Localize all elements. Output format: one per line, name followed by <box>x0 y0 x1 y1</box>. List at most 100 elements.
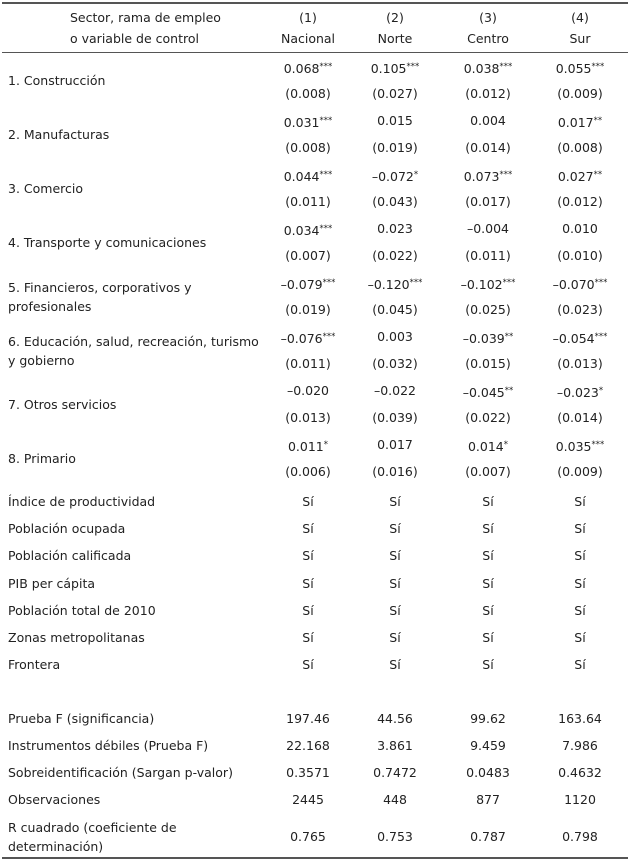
significance-stars: * <box>598 386 604 396</box>
coef-value: 0.073 <box>463 169 500 184</box>
bottom-rule <box>2 857 628 859</box>
control-value: Sí <box>574 657 586 673</box>
column-number: (2) <box>386 10 404 25</box>
coef-value: 0.055 <box>555 61 592 76</box>
control-value: Sí <box>574 575 586 591</box>
std-error: (0.009) <box>557 464 603 479</box>
control-label: Población ocupada <box>8 521 126 537</box>
significance-stars: *** <box>319 116 333 126</box>
coefficient: –0.072* <box>340 167 450 185</box>
coef-value: 0.015 <box>377 113 413 128</box>
significance-stars: *** <box>594 332 608 342</box>
coefficient: 0.017** <box>525 113 630 131</box>
std-error: (0.010) <box>557 248 603 263</box>
coefficient: 0.017 <box>340 437 450 453</box>
header-rule <box>2 52 628 53</box>
std-error: (0.017) <box>465 194 511 209</box>
significance-stars: * <box>323 440 329 450</box>
stat-label: R cuadrado (coeficiente de <box>8 820 177 835</box>
stat-label: Instrumentos débiles (Prueba F) <box>8 738 209 753</box>
control-value: Sí <box>574 548 586 564</box>
row-label: 4. Transporte y comunicaciones <box>8 234 207 250</box>
std-error: (0.019) <box>372 140 418 155</box>
coefficient: –0.004 <box>433 221 543 237</box>
coef-value: 0.038 <box>463 61 500 76</box>
coef-value: 0.044 <box>283 169 320 184</box>
coefficient: 0.035*** <box>525 437 630 455</box>
column-number: (4) <box>571 10 589 25</box>
column-number: (3) <box>479 10 497 25</box>
coefficient: –0.022 <box>340 383 450 399</box>
std-error: (0.008) <box>285 86 331 101</box>
stat-value: 1120 <box>564 792 596 807</box>
stat-value: 163.64 <box>558 711 602 726</box>
stat-value: 448 <box>383 792 407 807</box>
stat-label: Sobreidentificación (Sargan p-valor) <box>8 765 233 780</box>
coef-value: 0.014 <box>467 439 504 454</box>
column-name: Norte <box>377 31 413 46</box>
control-value: Sí <box>389 548 401 564</box>
control-value: Sí <box>482 494 494 509</box>
control-value: Sí <box>482 548 494 564</box>
control-value: Sí <box>302 602 314 618</box>
stat-value: 0.798 <box>562 829 598 844</box>
std-error: (0.039) <box>372 410 418 425</box>
stat-value: 7.986 <box>562 738 598 753</box>
control-value: Sí <box>482 657 494 673</box>
control-value: Sí <box>482 521 494 537</box>
significance-stars: ** <box>593 170 603 180</box>
stat-value: 197.46 <box>286 711 330 726</box>
significance-stars: * <box>413 170 419 180</box>
stat-value: 0.4632 <box>558 765 602 780</box>
stat-value: 0.765 <box>290 829 326 844</box>
row-label: profesionales <box>8 298 92 314</box>
coefficient: –0.076*** <box>253 329 363 347</box>
coefficient: 0.034*** <box>253 221 363 239</box>
std-error: (0.019) <box>285 302 331 317</box>
stat-value: 9.459 <box>470 738 506 753</box>
control-label: Índice de productividad <box>8 494 156 509</box>
coefficient: –0.079*** <box>253 275 363 293</box>
column-name: Nacional <box>280 31 336 46</box>
coefficient: 0.105*** <box>340 59 450 77</box>
std-error: (0.008) <box>557 140 603 155</box>
column-number: (1) <box>299 10 317 25</box>
coefficient: –0.020 <box>253 383 363 399</box>
significance-stars: *** <box>406 62 420 72</box>
coefficient: –0.054*** <box>525 329 630 347</box>
std-error: (0.006) <box>285 464 331 479</box>
coef-value: 0.105 <box>370 61 407 76</box>
control-value: Sí <box>302 494 314 509</box>
std-error: (0.014) <box>465 140 511 155</box>
control-value: Sí <box>389 657 401 673</box>
stat-value: 0.0483 <box>466 765 510 780</box>
significance-stars: ** <box>504 386 514 396</box>
std-error: (0.013) <box>557 356 603 371</box>
row-label: y gobierno <box>8 352 75 368</box>
control-value: Sí <box>302 657 314 673</box>
control-value: Sí <box>482 630 494 645</box>
coefficient: –0.070*** <box>525 275 630 293</box>
std-error: (0.043) <box>372 194 418 209</box>
significance-stars: *** <box>499 170 513 180</box>
stat-label: Prueba F (significancia) <box>8 711 155 726</box>
coef-value: 0.011 <box>287 439 324 454</box>
coefficient: –0.102*** <box>433 275 543 293</box>
coef-value: –0.023 <box>556 385 599 400</box>
row-label: 5. Financieros, corporativos y <box>8 279 192 295</box>
stat-value: 44.56 <box>377 711 413 726</box>
coefficient: 0.044*** <box>253 167 363 185</box>
significance-stars: *** <box>591 440 605 450</box>
stat-value: 0.7472 <box>373 765 417 780</box>
significance-stars: ** <box>593 116 603 126</box>
coefficient: 0.031*** <box>253 113 363 131</box>
coef-value: –0.079 <box>280 277 323 292</box>
coefficient: 0.068*** <box>253 59 363 77</box>
control-value: Sí <box>389 602 401 618</box>
coefficient: 0.010 <box>525 221 630 237</box>
coefficient: –0.023* <box>525 383 630 401</box>
coef-value: –0.076 <box>280 331 323 346</box>
significance-stars: *** <box>502 278 516 288</box>
coefficient: –0.039** <box>433 329 543 347</box>
header-label: Sector, rama de empleo <box>70 10 221 25</box>
